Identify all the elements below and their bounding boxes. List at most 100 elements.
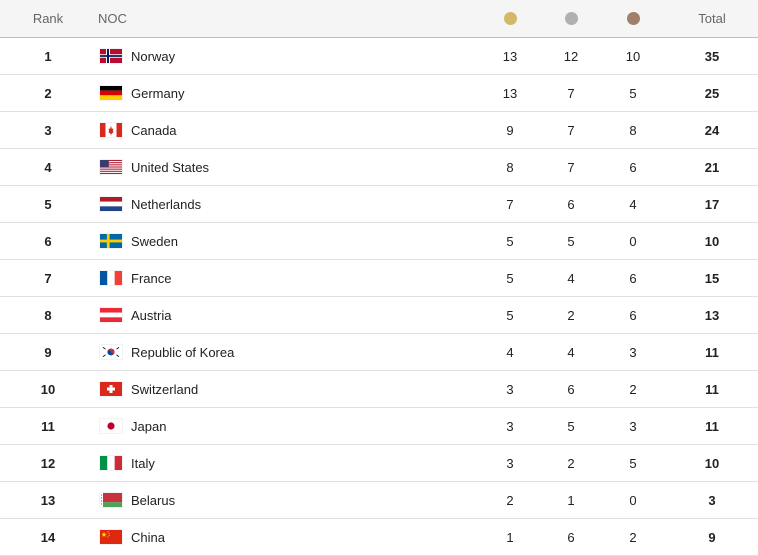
table-row[interactable]: 11 Japan 3 5 3 11 [0, 408, 758, 445]
rank-cell: 13 [40, 492, 56, 508]
gold-count-cell: 4 [506, 344, 514, 360]
silver-count-cell: 12 [563, 48, 579, 64]
country-name[interactable]: Norway [131, 48, 176, 64]
country-name[interactable]: Canada [131, 122, 177, 138]
germany-flag-icon [100, 86, 122, 100]
rank-cell: 3 [44, 122, 52, 138]
noc-cell: Belarus [98, 482, 398, 518]
bronze-count-cell: 6 [629, 270, 637, 286]
noc-cell: Netherlands [98, 186, 398, 222]
sweden-flag-icon [100, 234, 122, 248]
bronze-count-cell: 2 [629, 529, 637, 545]
silver-count-cell: 6 [567, 196, 575, 212]
gold-count-cell: 5 [506, 270, 514, 286]
country-name[interactable]: Republic of Korea [131, 344, 235, 360]
country-name[interactable]: France [131, 270, 172, 286]
rank-cell: 10 [40, 381, 56, 397]
noc-cell: Switzerland [98, 371, 398, 407]
noc-cell: United States [98, 149, 398, 185]
table-row[interactable]: 6 Sweden 5 5 0 10 [0, 223, 758, 260]
china-flag-icon [100, 530, 122, 544]
gold-medal-icon [503, 12, 517, 25]
bronze-count-cell: 0 [629, 492, 637, 508]
total-count-cell: 11 [705, 344, 719, 360]
silver-column-header[interactable] [541, 0, 601, 37]
noc-cell: Italy [98, 445, 398, 481]
rank-cell: 4 [44, 159, 52, 175]
table-row[interactable]: 13 Belarus 2 1 0 3 [0, 482, 758, 519]
table-row[interactable]: 14 China 1 6 2 9 [0, 519, 758, 556]
table-row[interactable]: 7 France 5 4 6 15 [0, 260, 758, 297]
country-name[interactable]: China [131, 529, 165, 545]
bronze-count-cell: 5 [629, 85, 637, 101]
total-count-cell: 9 [708, 529, 716, 545]
silver-count-cell: 5 [567, 418, 575, 434]
table-row[interactable]: 3 Canada 9 7 8 24 [0, 112, 758, 149]
total-count-cell: 24 [704, 122, 720, 138]
country-name[interactable]: Switzerland [131, 381, 199, 397]
silver-count-cell: 6 [567, 529, 575, 545]
rank-cell: 1 [44, 48, 52, 64]
table-row[interactable]: 5 Netherlands 7 6 4 17 [0, 186, 758, 223]
country-name[interactable]: Sweden [131, 233, 178, 249]
table-header: Rank NOC Total [0, 0, 758, 38]
silver-count-cell: 2 [567, 307, 575, 323]
bronze-count-cell: 6 [629, 307, 637, 323]
italy-flag-icon [100, 456, 122, 470]
bronze-count-cell: 5 [629, 455, 637, 471]
noc-cell: Sweden [98, 223, 398, 259]
rank-column-header[interactable]: Rank [32, 11, 64, 26]
bronze-count-cell: 4 [629, 196, 637, 212]
noc-column-header[interactable]: NOC [98, 11, 127, 26]
noc-cell: Republic of Korea [98, 334, 398, 370]
gold-column-header[interactable] [480, 0, 540, 37]
silver-medal-icon [564, 12, 578, 25]
country-name[interactable]: Germany [131, 85, 185, 101]
gold-count-cell: 7 [506, 196, 514, 212]
gold-count-cell: 13 [502, 85, 518, 101]
table-row[interactable]: 12 Italy 3 2 5 10 [0, 445, 758, 482]
gold-count-cell: 3 [506, 418, 514, 434]
rank-cell: 9 [44, 344, 52, 360]
country-name[interactable]: Belarus [131, 492, 176, 508]
gold-count-cell: 5 [506, 307, 514, 323]
total-count-cell: 11 [705, 418, 719, 434]
silver-count-cell: 4 [567, 270, 575, 286]
table-row[interactable]: 9 Republic of Korea 4 4 3 11 [0, 334, 758, 371]
rank-cell: 5 [44, 196, 52, 212]
table-row[interactable]: 2 Germany 13 7 5 25 [0, 75, 758, 112]
country-name[interactable]: Italy [131, 455, 155, 471]
table-row[interactable]: 8 Austria 5 2 6 13 [0, 297, 758, 334]
bronze-column-header[interactable] [603, 0, 663, 37]
country-name[interactable]: Austria [131, 307, 172, 323]
country-name[interactable]: United States [131, 159, 210, 175]
belarus-flag-icon [100, 493, 122, 507]
table-row[interactable]: 4 United States 8 7 6 21 [0, 149, 758, 186]
table-row[interactable]: 1 Norway 13 12 10 35 [0, 38, 758, 75]
table-body: 1 Norway 13 12 10 35 2 Germany 13 7 5 25 3 Canada 9 7 8 2… [0, 38, 758, 556]
rank-cell: 6 [44, 233, 52, 249]
bronze-count-cell: 2 [629, 381, 637, 397]
korea-flag-icon [100, 345, 122, 359]
noc-cell: Germany [98, 75, 398, 111]
total-count-cell: 3 [708, 492, 716, 508]
bronze-count-cell: 3 [629, 344, 637, 360]
noc-cell: Austria [98, 297, 398, 333]
total-count-cell: 10 [704, 233, 720, 249]
canada-flag-icon [100, 123, 122, 137]
bronze-count-cell: 8 [629, 122, 637, 138]
country-name[interactable]: Netherlands [131, 196, 202, 212]
switzerland-flag-icon [100, 382, 122, 396]
silver-count-cell: 7 [567, 122, 575, 138]
bronze-count-cell: 3 [629, 418, 637, 434]
silver-count-cell: 5 [567, 233, 575, 249]
table-row[interactable]: 10 Switzerland 3 6 2 11 [0, 371, 758, 408]
total-column-header[interactable]: Total [698, 11, 726, 26]
total-count-cell: 13 [704, 307, 720, 323]
rank-cell: 12 [40, 455, 56, 471]
country-name[interactable]: Japan [131, 418, 167, 434]
gold-count-cell: 13 [502, 48, 518, 64]
total-count-cell: 11 [705, 381, 719, 397]
noc-cell: France [98, 260, 398, 296]
total-count-cell: 25 [704, 85, 720, 101]
